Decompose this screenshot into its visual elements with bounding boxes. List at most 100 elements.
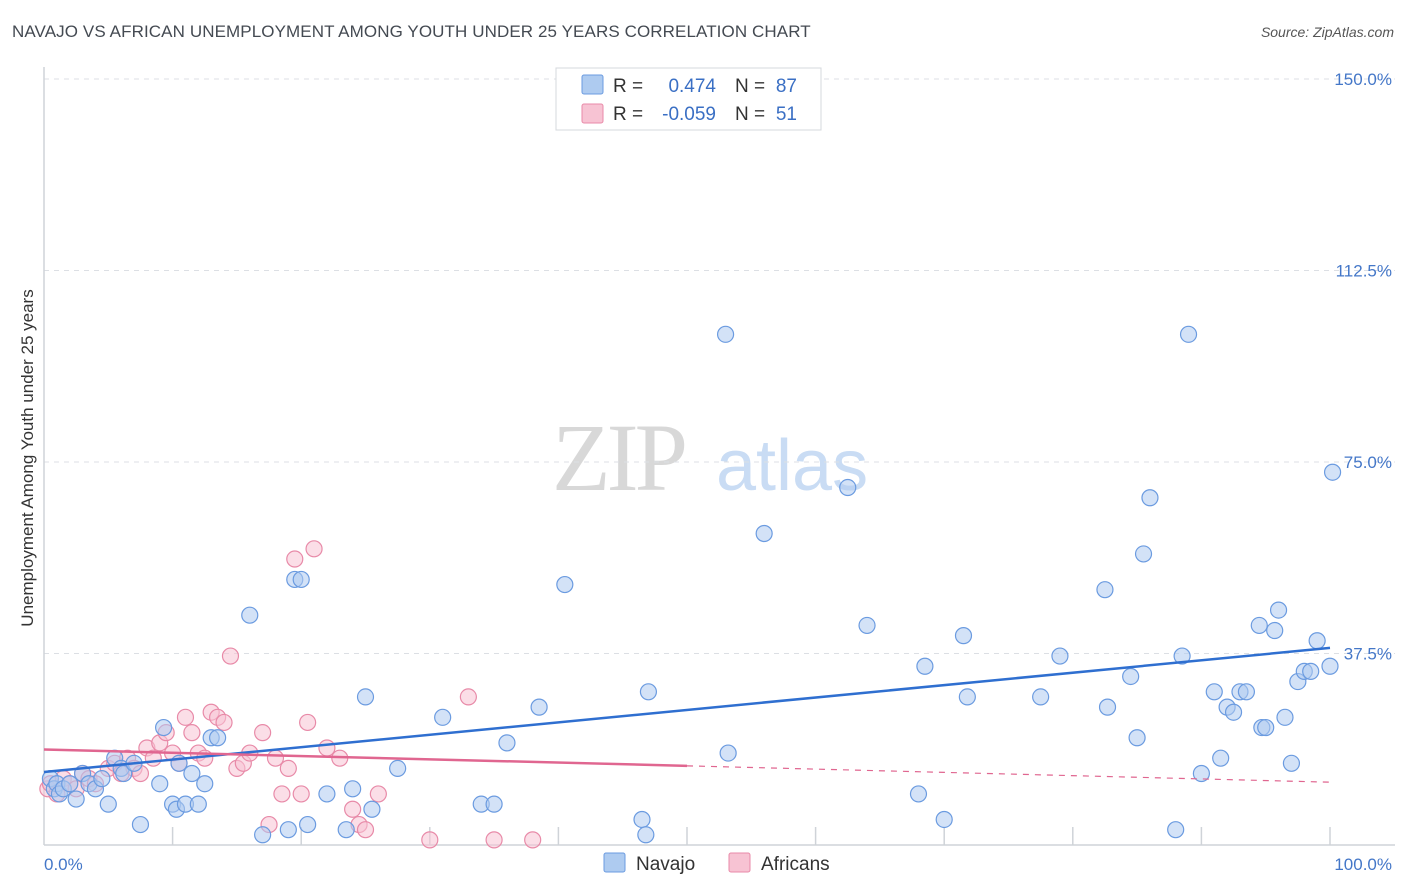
africans-point	[356, 821, 375, 839]
navajo-point	[958, 688, 976, 706]
navajo-point	[1167, 821, 1185, 839]
navajo-point	[1098, 698, 1117, 716]
navajo-point	[299, 815, 317, 834]
africans-point	[299, 713, 317, 732]
navajo-point	[909, 785, 928, 803]
navajo-point	[719, 744, 737, 762]
legend-n-value: 51	[776, 104, 797, 125]
africans-point	[485, 831, 503, 849]
navajo-point	[485, 795, 503, 813]
navajo-point	[196, 775, 214, 793]
x-tick-label: 0.0%	[44, 855, 83, 874]
navajo-point	[93, 770, 111, 788]
navajo-point	[151, 775, 169, 793]
legend-navajo-swatch	[581, 74, 604, 95]
africans-point	[286, 550, 304, 568]
navajo-point	[839, 478, 857, 497]
navajo-point	[1212, 749, 1230, 767]
navajo-point	[279, 821, 297, 839]
navajo-point	[1141, 489, 1159, 507]
navajo-point	[209, 729, 227, 747]
navajo-point	[858, 616, 876, 635]
africans-point	[183, 724, 201, 742]
legend-n-label: N =	[735, 104, 765, 125]
navajo-point	[1321, 657, 1339, 675]
africans-point	[344, 800, 362, 818]
africans-point	[459, 688, 477, 706]
y-tick-label: 150.0%	[1334, 70, 1392, 89]
navajo-point	[1237, 683, 1256, 701]
navajo-point	[1192, 764, 1211, 783]
navajo-point	[61, 775, 79, 793]
navajo-point	[99, 795, 117, 813]
navajo-point	[1179, 325, 1198, 343]
navajo-point	[755, 524, 773, 543]
navajo-point	[254, 826, 272, 844]
legend-r-value: -0.059	[662, 104, 716, 125]
correlation-legend: R = 0.474 N = 87 R = -0.059 N = 51	[555, 67, 822, 131]
africans-trend-extension	[686, 765, 1331, 783]
navajo-point	[1032, 688, 1050, 706]
legend-africans-swatch	[581, 103, 604, 124]
legend-n-value: 87	[776, 76, 797, 97]
legend-r-value: 0.474	[668, 76, 716, 97]
x-tick-labels: 0.0% 100.0%	[44, 855, 1392, 874]
trend-lines	[43, 646, 1331, 783]
navajo-point	[1224, 703, 1243, 721]
legend-africans-label: Africans	[761, 854, 830, 875]
africans-point	[221, 647, 240, 665]
africans-point	[254, 724, 272, 742]
navajo-point	[954, 627, 973, 645]
navajo-point	[639, 683, 658, 701]
navajo-point	[189, 795, 207, 813]
navajo-point	[1323, 463, 1342, 481]
legend-navajo-marker	[603, 852, 626, 873]
navajo-point	[1051, 647, 1069, 665]
africans-point	[176, 708, 195, 726]
navajo-point	[530, 698, 548, 716]
navajo-point	[356, 688, 375, 706]
navajo-point	[935, 810, 953, 829]
y-tick-labels: 37.5% 75.0% 112.5% 150.0%	[1334, 70, 1392, 664]
legend-r-label: R =	[613, 76, 643, 97]
navajo-point	[1205, 683, 1223, 701]
navajo-point	[389, 759, 407, 778]
navajo-point	[916, 657, 934, 675]
navajo-point	[344, 780, 362, 798]
navajo-point	[154, 718, 173, 737]
navajo-point	[183, 764, 201, 783]
africans-point	[421, 831, 439, 849]
navajo-point	[1122, 667, 1140, 686]
chart-title: NAVAJO VS AFRICAN UNEMPLOYMENT AMONG YOU…	[12, 22, 811, 41]
legend-n-label: N =	[735, 76, 765, 97]
watermark-zip: ZIP	[552, 404, 685, 511]
africans-point	[369, 785, 387, 803]
africans-point	[273, 785, 291, 803]
legend-navajo-label: Navajo	[636, 854, 695, 875]
navajo-point	[1250, 616, 1268, 635]
x-tick-label: 100.0%	[1334, 855, 1392, 874]
navajo-point	[1128, 729, 1146, 747]
navajo-point	[1096, 581, 1114, 599]
africans-point	[215, 713, 233, 732]
africans-point	[292, 785, 310, 803]
navajo-point	[67, 790, 85, 808]
legend-africans-marker	[728, 852, 751, 873]
navajo-point	[556, 575, 574, 594]
africans-point	[318, 739, 336, 757]
africans-point	[524, 831, 542, 849]
africans-trend-line	[43, 748, 688, 768]
y-tick-label: 37.5%	[1344, 645, 1392, 664]
navajo-point	[131, 815, 150, 834]
navajo-point	[434, 708, 452, 726]
y-tick-label: 75.0%	[1344, 453, 1392, 472]
gridlines	[44, 78, 1395, 654]
navajo-point	[337, 821, 355, 839]
navajo-point	[318, 785, 336, 803]
navajo-point	[241, 606, 259, 624]
navajo-trend-line	[43, 646, 1331, 774]
navajo-point	[1269, 601, 1288, 619]
africans-point	[279, 759, 297, 778]
navajo-point	[1308, 632, 1326, 650]
